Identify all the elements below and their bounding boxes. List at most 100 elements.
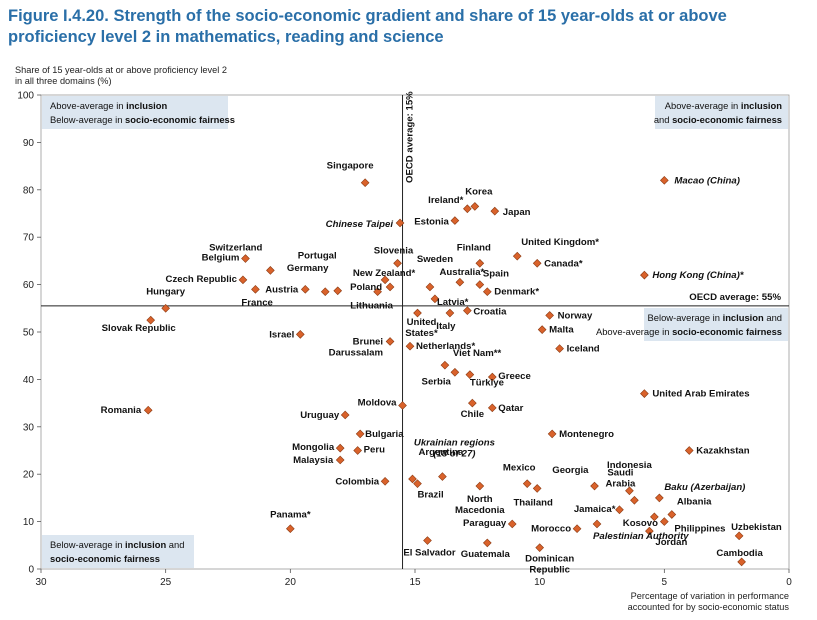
label-brunei-darussalam-line: Darussalam <box>329 347 383 358</box>
quadrant-bottom-right-line1: Below-average in inclusion and <box>648 312 782 323</box>
quadrant-bottom-right-line1-c: and <box>764 312 782 323</box>
label-guatemala: Guatemala <box>461 549 511 560</box>
label-palestinian-authority: Palestinian Authority <box>593 531 689 542</box>
label-austria: Austria <box>265 284 299 295</box>
quadrant-bottom-right-line1-b: inclusion <box>723 312 764 323</box>
label-australia: Australia* <box>439 267 484 278</box>
point-canada <box>532 258 542 268</box>
point-malta <box>537 325 547 334</box>
point-thailand <box>532 484 542 493</box>
quadrant-top-right-line1: Above-average in inclusion <box>665 100 783 111</box>
point-germany <box>333 286 343 296</box>
label-lithuania: Lithuania <box>350 301 393 312</box>
point-united-arab-emirates <box>640 389 649 398</box>
label-slovenia: Slovenia <box>374 245 414 256</box>
quadrant-bottom-right-box <box>644 308 788 341</box>
point-philippines <box>660 517 669 526</box>
label-spain: Spain <box>483 269 509 280</box>
point-indonesia <box>625 486 634 496</box>
label-dominican-republic-line: Republic <box>529 565 570 576</box>
label-paraguay: Paraguay <box>463 518 507 529</box>
label-jordan: Jordan <box>655 537 687 548</box>
quadrant-bottom-left-line1-c: and <box>166 539 184 550</box>
point-north-macedonia <box>475 481 485 491</box>
y-tick-label: 0 <box>28 565 34 576</box>
label-norway: Norway <box>558 310 593 321</box>
x-tick-label: 10 <box>534 577 546 588</box>
label-philippines: Philippines <box>674 524 725 535</box>
x-tick-label: 20 <box>285 577 297 588</box>
point-georgia <box>590 481 599 491</box>
label-poland: Poland <box>350 282 382 293</box>
point-kosovo <box>650 512 659 522</box>
y-tick-label: 40 <box>23 375 35 386</box>
point-malaysia <box>335 455 345 465</box>
point-mexico <box>522 479 532 489</box>
label-saudi-arabia: Saudi Arabia <box>605 467 636 489</box>
point-el-salvador <box>423 536 432 545</box>
label-jamaica: Jamaica* <box>574 504 616 515</box>
label-mexico: Mexico <box>503 463 536 474</box>
point-baku-azerbaijan <box>655 493 664 503</box>
label-peru: Peru <box>364 445 385 456</box>
y-tick-label: 20 <box>23 470 35 481</box>
label-belgium: Belgium <box>202 253 240 264</box>
label-viet-nam: Viet Nam** <box>453 348 502 359</box>
label-el-salvador: El Salvador <box>403 548 456 559</box>
quadrant-top-right-line2-b: socio-economic fairness <box>672 114 782 125</box>
point-viet-nam <box>440 360 450 370</box>
label-north-macedonia-line: North <box>467 494 493 505</box>
label-malaysia: Malaysia <box>293 455 334 466</box>
point-norway <box>545 311 554 320</box>
point-mongolia <box>335 443 345 453</box>
label-united-arab-emirates: United Arab Emirates <box>652 389 749 400</box>
label-macao-china: Macao (China) <box>674 175 740 186</box>
label-singapore: Singapore <box>327 161 374 172</box>
label-mongolia: Mongolia <box>292 442 335 453</box>
point-saudi-arabia <box>630 495 639 505</box>
label-korea: Korea <box>465 186 493 197</box>
y-tick-label: 80 <box>23 185 35 196</box>
label-italy: Italy <box>436 321 456 332</box>
point-singapore <box>360 178 370 188</box>
point-poland <box>385 282 395 292</box>
point-denmark <box>482 287 492 297</box>
label-czech-republic: Czech Republic <box>166 274 238 285</box>
x-axis-title: accounted for by socio-economic status <box>628 602 790 612</box>
oecd-average-x-label: OECD average: 15% <box>405 91 416 183</box>
point-hong-kong-china <box>640 270 649 280</box>
point-peru <box>353 446 362 455</box>
point-ireland <box>463 204 472 214</box>
quadrant-bottom-right-line1-a: Below-average in <box>648 312 723 323</box>
quadrant-top-left-line1-b: inclusion <box>126 100 167 111</box>
point-bulgaria <box>355 429 365 439</box>
label-georgia: Georgia <box>552 465 589 476</box>
point-kazakhstan <box>684 446 694 455</box>
point-czech-republic <box>238 275 248 285</box>
label-canada: Canada* <box>544 258 583 269</box>
point-hungary <box>161 303 170 313</box>
label-montenegro: Montenegro <box>559 429 614 440</box>
x-tick-label: 0 <box>786 577 792 588</box>
quadrant-top-left-box <box>42 96 228 129</box>
data-points <box>143 175 746 567</box>
label-united-states: United States* <box>405 317 438 339</box>
point-jordan <box>645 526 654 536</box>
point-brunei-darussalam <box>385 337 395 346</box>
quadrant-bottom-right-line2: Above-average in socio-economic fairness <box>596 326 782 337</box>
point-slovenia <box>393 258 402 268</box>
point-finland <box>475 258 485 268</box>
point-montenegro <box>547 429 557 439</box>
quadrant-top-right-line1-a: Above-average in <box>665 100 741 111</box>
point-france <box>251 285 260 294</box>
quadrant-bottom-left-line1-a: Below-average in <box>50 539 125 550</box>
point-argentina <box>408 474 417 484</box>
label-uruguay: Uruguay <box>300 410 340 421</box>
label-hungary: Hungary <box>146 286 186 297</box>
label-greece: Greece <box>498 371 531 382</box>
label-sweden: Sweden <box>417 254 453 265</box>
x-tick-label: 15 <box>409 577 421 588</box>
quadrant-top-left-line2-a: Below-average in <box>50 114 125 125</box>
point-austria <box>300 285 310 294</box>
point-colombia <box>380 476 390 486</box>
